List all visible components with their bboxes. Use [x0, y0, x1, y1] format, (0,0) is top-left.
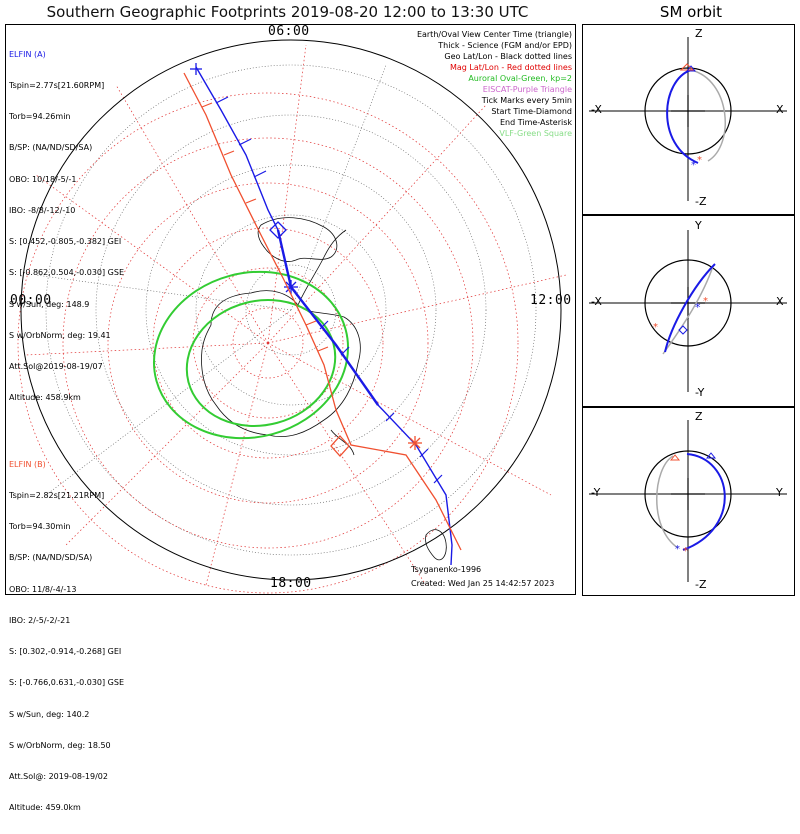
elfin-a-line: B/SP: (NA/ND/SD/SA) [9, 143, 93, 153]
elfin-a-line: Torb=94.26min [9, 112, 71, 122]
elfin-b-track [183, 72, 462, 551]
coastlines [201, 217, 447, 561]
orbit-panel-xy: * * * Y -Y -X X [582, 215, 795, 407]
elfin-a-info: ELFIN (A) Tspin=2.77s[21.60RPM] Torb=94.… [9, 29, 124, 424]
orbit-a-path-yz [682, 453, 726, 551]
orbit-b-path-xy [662, 265, 714, 355]
elfin-b-line: B/SP: (NA/ND/SD/SA) [9, 553, 93, 563]
elfin-a-line: S: [-0.862,0.504,-0.030] GSE [9, 268, 124, 278]
legend-item: Geo Lat/Lon - Black dotted lines [444, 52, 572, 61]
legend-item: Thick - Science (FGM and/or EPD) [438, 41, 572, 50]
orbit-plot-xy: * * * [589, 230, 787, 392]
svg-text:*: * [695, 301, 701, 314]
elfin-b-line: IBO: 2/-5/-2/-21 [9, 615, 71, 625]
orbit-xz-right-label: X [776, 103, 784, 116]
elfin-b-line: S: [-0.766,0.631,-0.030] GSE [9, 678, 124, 688]
model-label: Tsyganenko-1996 [411, 565, 482, 574]
legend-item: Mag Lat/Lon - Red dotted lines [449, 63, 572, 72]
map-horizon [20, 39, 562, 581]
time-label-bottom: 18:00 [270, 576, 312, 591]
orbit-panel-yz: * * Z -Z -Y Y [582, 407, 795, 596]
map-legend: Earth/Oval View Center Time (triangle) T… [417, 29, 572, 139]
elfin-a-end-asterisk-2 [190, 63, 202, 75]
orbit-xz-top-label: Z [695, 27, 703, 40]
svg-text:*: * [653, 322, 658, 333]
orbit-xy-top-label: Y [695, 219, 702, 232]
elfin-a-line: S w/OrbNorm, deg: 19.41 [9, 330, 111, 340]
mag-grid [17, 44, 567, 594]
elfin-b-info: ELFIN (B) Tspin=2.82s[21.21RPM] Torb=94.… [9, 439, 124, 834]
orbit-a-path-xy [664, 263, 716, 353]
plot-title: Southern Geographic Footprints 2019-08-2… [46, 3, 529, 21]
elfin-a-line: IBO: -8/8/-12/-10 [9, 205, 76, 215]
elfin-a-line: S: [0.452,-0.805,-0.382] GEI [9, 237, 122, 247]
created-label: Created: Wed Jan 25 14:42:57 2023 [411, 579, 555, 588]
footprint-map-panel: 06:00 00:00 12:00 18:00 ELFIN (A) Tspin=… [5, 24, 576, 812]
elfin-b-ticks [201, 102, 329, 352]
orbit-title: SM orbit [659, 3, 723, 21]
elfin-a-name: ELFIN (A) [9, 49, 46, 59]
orbit-panel-xz: * * Z -Z -X X [582, 24, 795, 215]
orbit-xy-right-label: X [776, 295, 784, 308]
elfin-a-line: OBO: 10/18/-5/-1 [9, 174, 77, 184]
legend-item: Tick Marks every 5min [481, 96, 572, 105]
orbit-yz-bottom-label: -Z [695, 578, 707, 591]
orbit-b-path-yz [656, 455, 679, 549]
svg-text:*: * [697, 155, 702, 166]
elfin-a-start-diamond [269, 221, 287, 239]
elfin-b-line: Altitude: 459.0km [9, 803, 81, 813]
orbit-xy-left-label: -X [591, 295, 602, 308]
orbit-yz-right-label: Y [776, 486, 783, 499]
svg-text:*: * [683, 546, 688, 557]
time-label-right: 12:00 [530, 293, 572, 308]
elfin-b-end-asterisk [408, 436, 422, 450]
orbit-plot-yz: * * [589, 420, 787, 582]
time-label-left: 00:00 [10, 293, 52, 308]
elfin-a-line: S w/Sun, deg: 148.9 [9, 299, 90, 309]
elfin-b-start-diamond [330, 435, 350, 457]
legend-item: VLF-Green Square [499, 129, 572, 138]
time-label-top: 06:00 [268, 24, 310, 39]
auroral-ovals [152, 270, 350, 440]
elfin-b-line: S w/OrbNorm, deg: 18.50 [9, 740, 111, 750]
elfin-b-line: Att.Sol@: 2019-08-19/02 [9, 772, 108, 781]
orbit-xz-left-label: -X [591, 103, 602, 116]
elfin-a-track [190, 63, 453, 566]
geo-grid [35, 64, 537, 556]
svg-text:*: * [675, 544, 680, 555]
orbit-b-path [690, 69, 726, 162]
elfin-a-ticks [215, 96, 443, 484]
elfin-a-line: Att.Sol@2019-08-19/07 [9, 362, 103, 371]
footprint-map [17, 39, 567, 594]
svg-text:*: * [703, 296, 708, 307]
svg-text:*: * [691, 160, 696, 171]
orbit-yz-left-label: -Y [591, 486, 601, 499]
orbit-xy-bottom-label: -Y [695, 386, 705, 399]
legend-item: End Time-Asterisk [499, 118, 572, 127]
elfin-b-line: Tspin=2.82s[21.21RPM] [9, 491, 105, 501]
orbit-plot-xz: * * [589, 37, 787, 201]
orbit-xz-bottom-label: -Z [695, 195, 707, 208]
legend-item: Auroral Oval-Green, kp=2 [468, 74, 572, 83]
elfin-b-line: S: [0.302,-0.914,-0.268] GEI [9, 647, 122, 657]
elfin-a-line: Altitude: 458.9km [9, 393, 81, 403]
elfin-b-name: ELFIN (B) [9, 459, 46, 469]
legend-item: EISCAT-Purple Triangle [482, 85, 572, 94]
elfin-b-line: OBO: 11/8/-4/-13 [9, 584, 77, 594]
elfin-a-end-asterisk [284, 280, 298, 294]
elfin-b-line: S w/Sun, deg: 140.2 [9, 709, 90, 719]
orbit-a-path [666, 69, 699, 164]
legend-item: Start Time-Diamond [491, 107, 572, 116]
elfin-a-line: Tspin=2.77s[21.60RPM] [9, 81, 105, 91]
orbit-yz-top-label: Z [695, 410, 703, 423]
legend-item: Earth/Oval View Center Time (triangle) [416, 30, 572, 39]
elfin-b-line: Torb=94.30min [9, 522, 71, 532]
